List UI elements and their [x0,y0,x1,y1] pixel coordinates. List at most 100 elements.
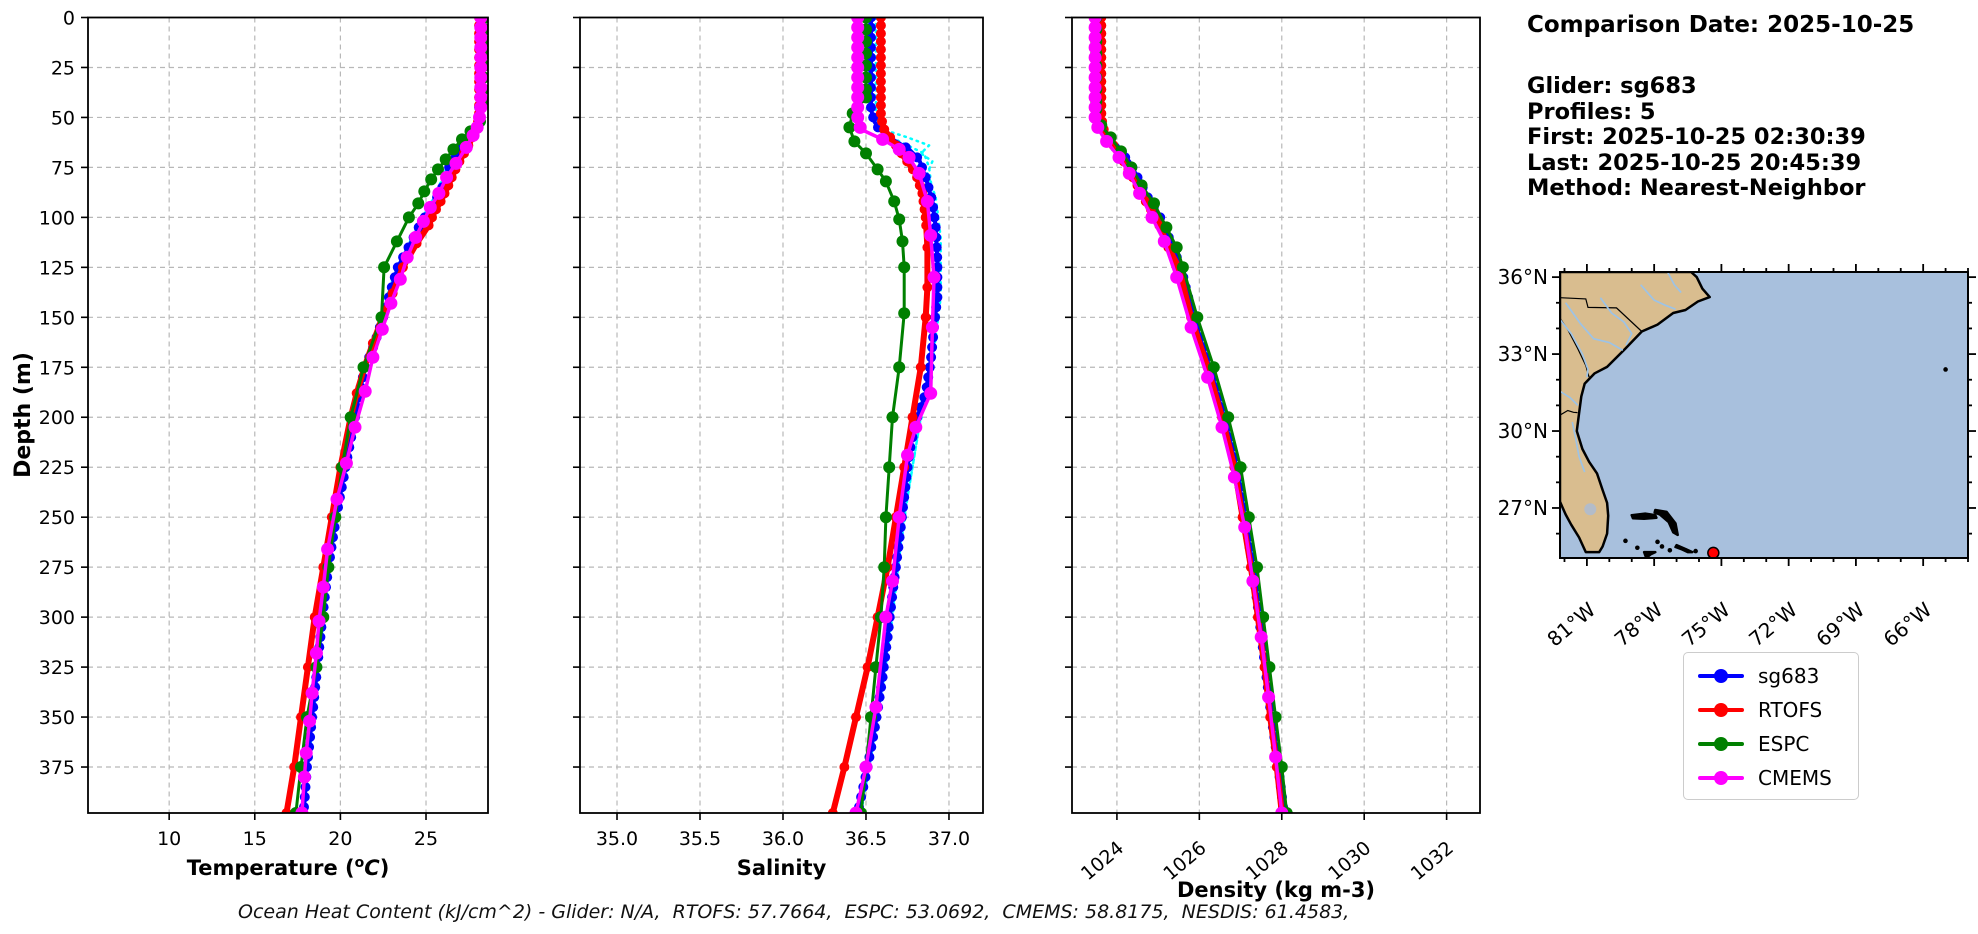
series-RTOFS [1098,17,1285,813]
y-tick-label: 0 [63,8,75,30]
map-lon-tick-label: 72°W [1744,597,1802,651]
map-river [1640,284,1676,310]
salinity-plot: 35.0 35.5 36.0 36.5 37.0 Salinity [573,16,984,880]
x-tick-label: 36.5 [845,828,887,850]
map-lon-tick-label: 69°W [1811,597,1869,651]
map-river [1560,390,1579,407]
y-tick-label: 50 [51,107,75,129]
legend-label: sg683 [1758,664,1820,688]
legend-label: ESPC [1758,732,1810,756]
series-ESPC [1094,17,1289,813]
series-sg683 [301,17,482,813]
y-tick-label: 275 [39,557,75,579]
map-river [1560,318,1589,378]
x-tick-label: 25 [414,828,438,850]
profiles-count-text: Profiles: 5 [1527,98,1656,125]
map-island [1653,508,1679,537]
x-axis-label: Temperature (oC) [187,855,390,880]
x-tick-label: 1032 [1407,837,1458,885]
x-tick-label: 36.0 [762,828,804,850]
map-islet [1659,544,1665,549]
map-lat-tick-label: 27°N [1498,496,1548,520]
legend-marker-dot [1714,669,1728,683]
map-lon-tick-label: 81°W [1542,597,1600,651]
x-tick-label: 20 [328,828,352,850]
legend-label: CMEMS [1758,766,1832,790]
map-river [1571,421,1586,473]
legend-line-sample [1698,703,1744,717]
map-lon-tick-label: 78°W [1610,597,1668,651]
map-island [1674,543,1694,554]
map-lat-tick-label: 30°N [1498,419,1548,443]
legend-line-sample [1698,771,1744,785]
legend-marker-dot [1714,771,1728,785]
map-lat-tick-label: 33°N [1498,342,1548,366]
series-glider-profile-2 [303,17,480,813]
x-tick-label: 15 [243,828,267,850]
series-glider-profile-2 [858,17,939,813]
map-islet [1943,367,1948,372]
map-lake [1584,503,1597,516]
y-tick-label: 350 [39,707,75,729]
glider-info-block: Glider: sg683 Profiles: 5 First: 2025-10… [1527,73,1967,202]
legend-item-sg683: sg683 [1698,659,1858,693]
y-tick-label: 300 [39,607,75,629]
y-tick-label: 125 [39,257,75,279]
legend: sg683 RTOFS ESPC CMEMS [1683,652,1859,800]
legend-item-rtofs: RTOFS [1698,693,1858,727]
map-islet [1635,545,1640,551]
legend-item-espc: ESPC [1698,727,1858,761]
series-CMEMS [1093,17,1284,813]
y-tick-label: 175 [39,357,75,379]
info-panel: Comparison Date: 2025-10-25 Glider: sg68… [1527,12,1967,202]
x-tick-label: 10 [157,828,181,850]
map-lon-tick-label: 75°W [1677,597,1735,651]
map-river [1564,302,1624,351]
series-glider-profile-2 [1094,17,1284,813]
temperature-plot: 10 15 20 2502550751001251501752002252502753… [11,8,489,880]
first-profile-time-text: First: 2025-10-25 02:30:39 [1527,124,1866,150]
y-tick-label: 200 [39,407,75,429]
legend-line-sample [1698,669,1744,683]
y-tick-label: 375 [39,757,75,779]
series-sg683 [1095,17,1286,813]
y-tick-label: 250 [39,507,75,529]
series-glider-profile-1 [1097,17,1287,813]
y-axis-label: Depth (m) [11,352,36,478]
map-lat-tick-label: 36°N [1498,265,1548,289]
series-CMEMS [300,17,483,813]
map-islet [1655,539,1660,545]
series-glider-profile-1 [301,17,483,813]
legend-marker-dot [1714,737,1728,751]
map-lon-tick-label: 66°W [1879,597,1937,651]
x-tick-label: 1024 [1077,837,1128,885]
location-map: 81°W 78°W 75°W 72°W 69°W 66°W 36°N 33°N 30°N 27°N [1498,264,1976,651]
map-island [1630,512,1658,521]
map-river [1599,297,1633,346]
x-tick-label: 37.0 [928,828,970,850]
ocean-heat-content-text: Ocean Heat Content (kJ/cm^2) - Glider: N… [238,901,1350,923]
legend-marker-dot [1714,703,1728,717]
map-land [1560,272,1711,554]
map-islet [1667,548,1673,553]
map-river [1666,272,1682,294]
y-tick-label: 325 [39,657,75,679]
map-island [1642,550,1657,558]
series-glider-profile-1 [859,17,942,813]
map-state-border [1560,297,1643,332]
legend-label: RTOFS [1758,698,1823,722]
map-state-border [1560,409,1578,416]
legend-line-sample [1698,737,1744,751]
comparison-date-text: Comparison Date: 2025-10-25 [1527,12,1915,38]
glider-name-text: Glider: sg683 [1527,73,1697,99]
y-tick-label: 100 [39,207,75,229]
x-tick-label: 35.0 [596,828,638,850]
map-islet [1693,548,1698,554]
map-islet [1623,538,1628,544]
y-tick-label: 150 [39,307,75,329]
x-axis-label: Density (kg m-3) [1177,878,1375,902]
y-tick-label: 75 [51,157,75,179]
